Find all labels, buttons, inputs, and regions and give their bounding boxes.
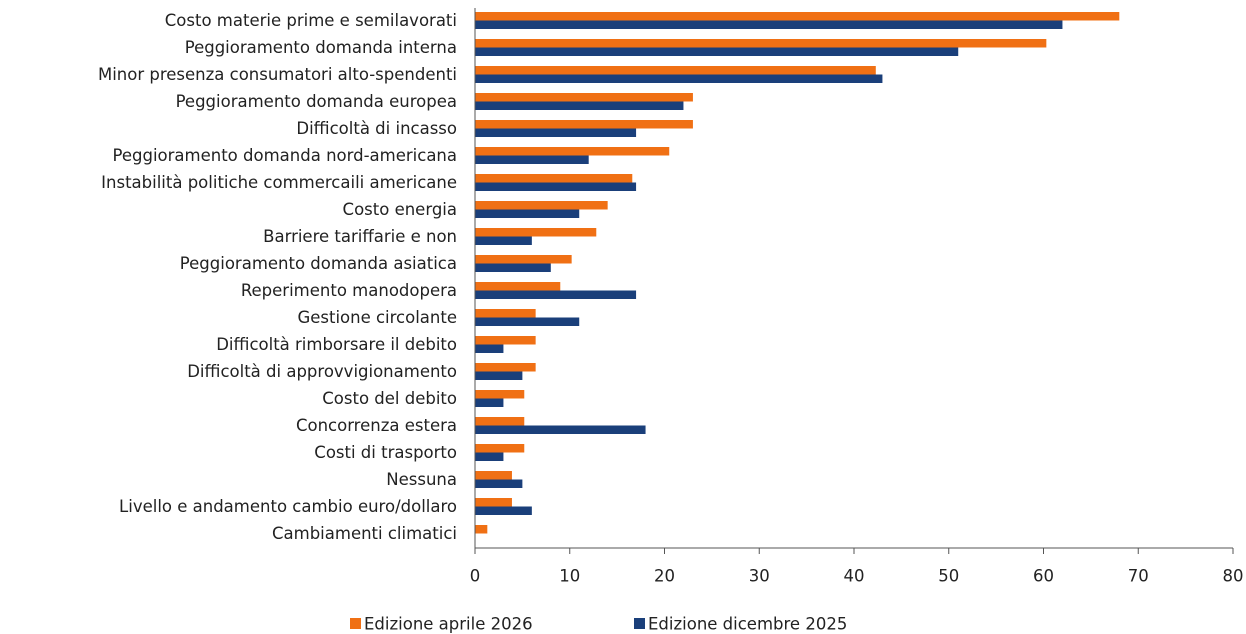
bar	[475, 174, 633, 183]
bar	[475, 390, 525, 399]
bar	[475, 506, 532, 515]
bar	[475, 39, 1047, 48]
x-tick-label: 40	[844, 567, 865, 586]
bar	[475, 344, 504, 353]
bar	[475, 12, 1120, 21]
bar	[475, 282, 561, 291]
bar	[475, 74, 883, 83]
y-tick-label: Peggioramento domanda europea	[176, 92, 457, 111]
bar	[475, 525, 488, 534]
bar	[475, 47, 959, 56]
x-tick-label: 10	[559, 567, 580, 586]
bar	[475, 363, 536, 372]
bar	[475, 290, 637, 299]
x-tick-label: 50	[938, 567, 959, 586]
bar	[475, 128, 637, 137]
y-tick-label: Reperimento manodopera	[241, 281, 457, 300]
legend-label: Edizione aprile 2026	[364, 615, 533, 634]
y-tick-label: Barriere tariffarie e non	[263, 227, 457, 246]
legend-label: Edizione dicembre 2025	[648, 615, 847, 634]
y-tick-label: Difficoltà rimborsare il debito	[216, 335, 457, 354]
bar	[475, 317, 580, 326]
x-tick-label: 30	[749, 567, 770, 586]
bar	[475, 101, 684, 110]
y-tick-label: Peggioramento domanda asiatica	[180, 254, 457, 273]
bar	[475, 255, 572, 264]
x-tick-label: 20	[654, 567, 675, 586]
bar	[475, 309, 536, 318]
bar	[475, 336, 536, 345]
y-tick-label: Peggioramento domanda nord-americana	[113, 146, 458, 165]
bar	[475, 417, 525, 426]
y-tick-label: Livello e andamento cambio euro/dollaro	[119, 497, 457, 516]
bar	[475, 93, 693, 102]
y-tick-label: Cambiamenti climatici	[272, 524, 457, 543]
bar	[475, 209, 580, 218]
bar	[475, 120, 693, 129]
y-tick-label: Nessuna	[386, 470, 457, 489]
bar	[475, 201, 608, 210]
bar	[475, 20, 1063, 29]
y-tick-label: Costo del debito	[322, 389, 457, 408]
y-tick-label: Minor presenza consumatori alto-spendent…	[98, 65, 457, 84]
bar	[475, 147, 670, 156]
legend-swatch	[350, 618, 361, 629]
bar	[475, 479, 523, 488]
y-tick-label: Difficoltà di approvvigionamento	[187, 362, 457, 381]
bar	[475, 498, 512, 507]
y-tick-label: Difficoltà di incasso	[296, 119, 457, 138]
y-tick-label: Gestione circolante	[297, 308, 457, 327]
x-tick-label: 70	[1128, 567, 1149, 586]
bar	[475, 182, 637, 191]
y-tick-label: Peggioramento domanda interna	[185, 38, 457, 57]
bar	[475, 66, 876, 75]
bar	[475, 398, 504, 407]
bar	[475, 371, 523, 380]
bar	[475, 236, 532, 245]
x-tick-label: 80	[1223, 567, 1244, 586]
x-tick-label: 60	[1033, 567, 1054, 586]
bar	[475, 452, 504, 461]
bar	[475, 471, 512, 480]
bar	[475, 155, 589, 164]
y-tick-label: Costi di trasporto	[314, 443, 457, 462]
bar	[475, 425, 646, 434]
y-tick-label: Costo energia	[343, 200, 457, 219]
y-tick-label: Costo materie prime e semilavorati	[165, 11, 457, 30]
y-tick-label: Instabilità politiche commercaili americ…	[101, 173, 457, 192]
x-tick-label: 0	[470, 567, 481, 586]
y-tick-label: Concorrenza estera	[296, 416, 457, 435]
legend-swatch	[634, 618, 645, 629]
bar	[475, 263, 551, 272]
bar	[475, 444, 525, 453]
bar	[475, 228, 597, 237]
